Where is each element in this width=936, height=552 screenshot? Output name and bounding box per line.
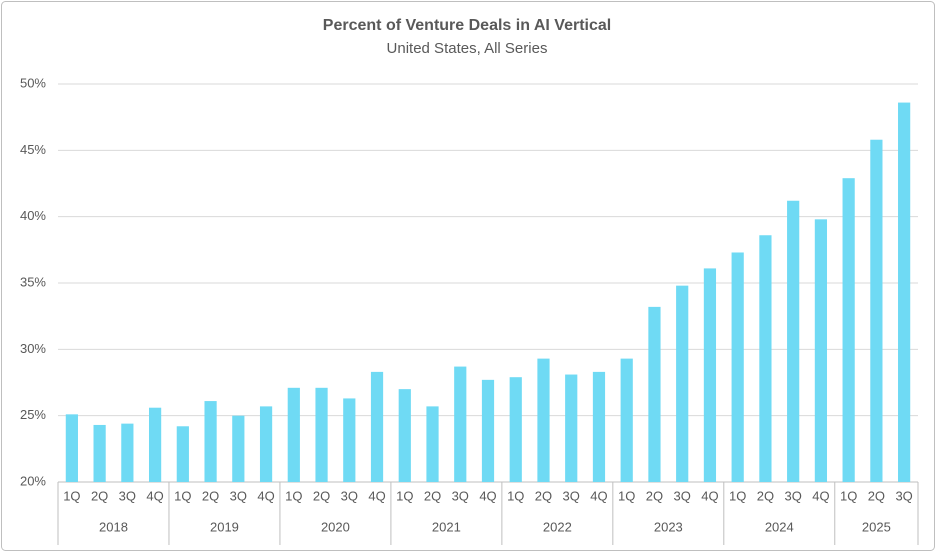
x-tick-label: 4Q xyxy=(812,488,829,503)
bar xyxy=(842,178,855,482)
bar xyxy=(232,415,245,482)
bar xyxy=(703,268,717,482)
bar xyxy=(731,252,744,482)
bar xyxy=(454,366,467,482)
y-tick-label: 20% xyxy=(20,473,46,488)
bar xyxy=(426,406,439,482)
y-tick-label: 35% xyxy=(20,274,46,289)
year-label: 2021 xyxy=(432,519,461,534)
bar xyxy=(370,371,384,482)
bar xyxy=(592,371,606,482)
x-tick-label: 1Q xyxy=(507,488,524,503)
bar xyxy=(620,358,633,482)
bar xyxy=(537,358,550,482)
bar xyxy=(509,377,522,482)
x-tick-label: 2Q xyxy=(424,488,441,503)
x-tick-label: 1Q xyxy=(285,488,302,503)
x-tick-label: 3Q xyxy=(563,488,580,503)
x-tick-label: 2Q xyxy=(202,488,219,503)
year-label: 2019 xyxy=(210,519,239,534)
chart-title: Percent of Venture Deals in AI Vertical xyxy=(323,17,611,34)
bar xyxy=(204,401,217,482)
bar xyxy=(398,389,411,482)
year-label: 2025 xyxy=(862,519,891,534)
bar xyxy=(787,200,800,482)
x-tick-label: 2Q xyxy=(646,488,663,503)
bar xyxy=(65,414,78,482)
x-tick-label: 1Q xyxy=(729,488,746,503)
year-label: 2024 xyxy=(765,519,794,534)
y-tick-label: 45% xyxy=(20,142,46,157)
x-tick-label: 2Q xyxy=(535,488,552,503)
bar xyxy=(648,306,661,482)
chart-subtitle: United States, All Series xyxy=(387,40,548,57)
bar xyxy=(176,426,189,482)
x-tick-label: 1Q xyxy=(840,488,857,503)
x-tick-label: 3Q xyxy=(119,488,136,503)
year-label: 2022 xyxy=(543,519,572,534)
bar xyxy=(148,407,162,482)
x-tick-label: 1Q xyxy=(63,488,80,503)
y-tick-label: 25% xyxy=(20,407,46,422)
bar xyxy=(676,285,689,482)
y-tick-label: 30% xyxy=(20,341,46,356)
bar xyxy=(93,424,106,482)
x-tick-label: 2Q xyxy=(313,488,330,503)
bar xyxy=(565,374,578,482)
x-tick-label: 1Q xyxy=(174,488,191,503)
x-tick-label: 3Q xyxy=(895,488,912,503)
bar xyxy=(814,219,828,482)
x-tick-label: 4Q xyxy=(368,488,385,503)
x-tick-label: 4Q xyxy=(257,488,274,503)
x-tick-label: 3Q xyxy=(341,488,358,503)
x-tick-label: 2Q xyxy=(868,488,885,503)
bar xyxy=(481,379,495,482)
x-tick-label: 4Q xyxy=(479,488,496,503)
x-tick-label: 1Q xyxy=(618,488,635,503)
bar xyxy=(315,387,328,482)
bar xyxy=(287,387,300,482)
x-tick-label: 3Q xyxy=(452,488,469,503)
bar xyxy=(870,139,883,482)
x-tick-label: 2Q xyxy=(757,488,774,503)
year-label: 2018 xyxy=(99,519,128,534)
bar xyxy=(343,398,356,482)
x-tick-label: 4Q xyxy=(701,488,718,503)
x-tick-label: 1Q xyxy=(396,488,413,503)
y-tick-label: 50% xyxy=(20,75,46,90)
year-label: 2023 xyxy=(654,519,683,534)
y-tick-label: 40% xyxy=(20,208,46,223)
x-tick-label: 2Q xyxy=(91,488,108,503)
x-tick-label: 3Q xyxy=(784,488,801,503)
bar xyxy=(898,102,911,482)
x-tick-label: 4Q xyxy=(590,488,607,503)
bar xyxy=(759,235,772,482)
bar xyxy=(121,423,134,482)
x-tick-label: 3Q xyxy=(674,488,691,503)
year-label: 2020 xyxy=(321,519,350,534)
x-tick-label: 4Q xyxy=(146,488,163,503)
bar xyxy=(259,406,273,482)
x-tick-label: 3Q xyxy=(230,488,247,503)
